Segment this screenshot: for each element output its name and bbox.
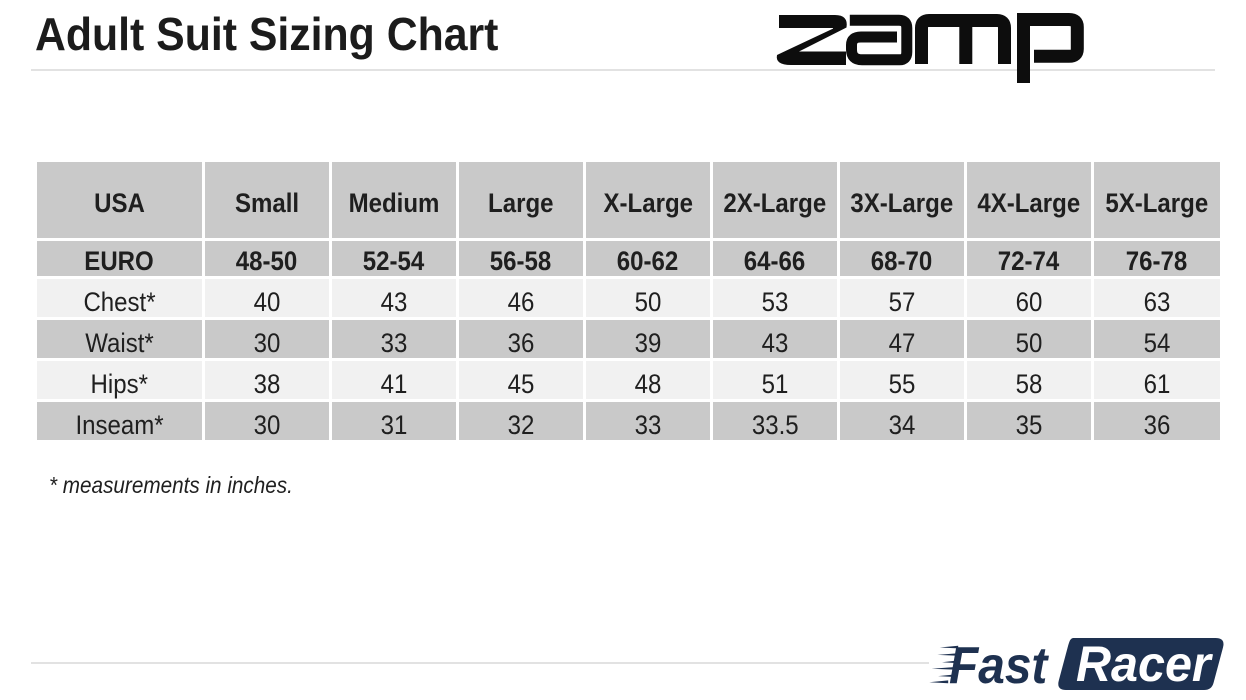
svg-text:Racer: Racer [1076,636,1214,692]
svg-text:Fast: Fast [949,636,1050,694]
